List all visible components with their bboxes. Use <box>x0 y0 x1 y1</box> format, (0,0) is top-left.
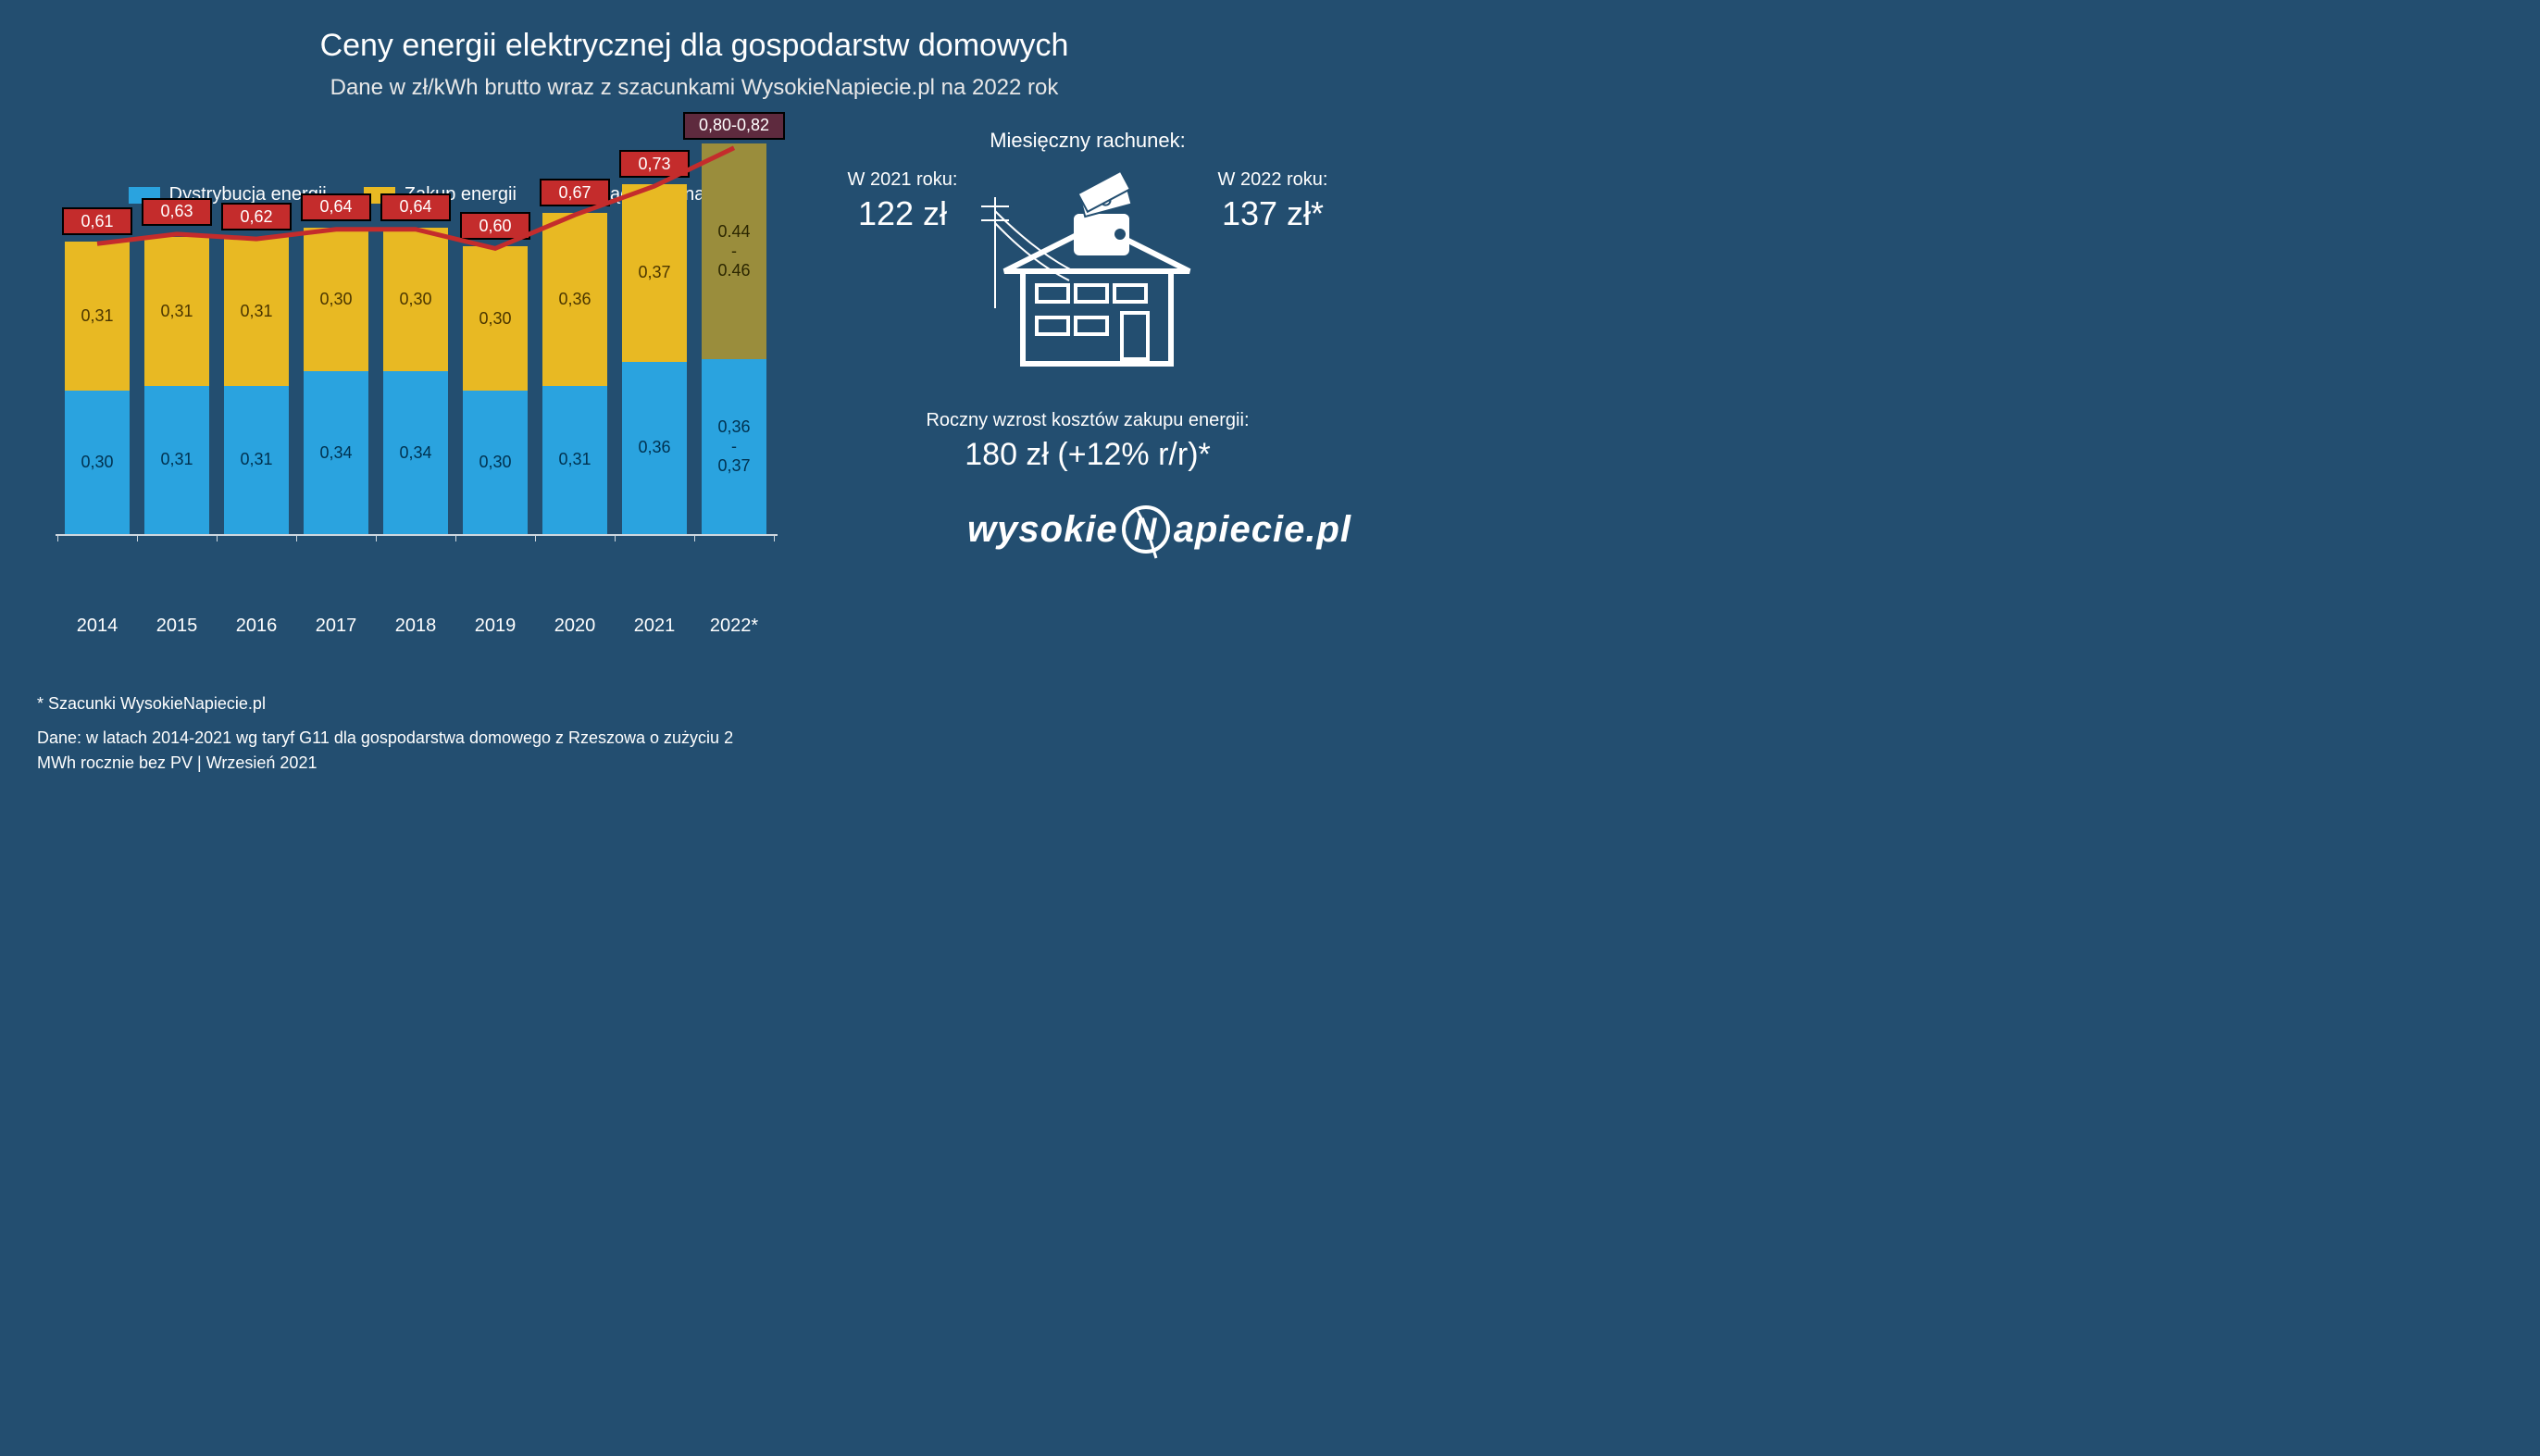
page-subtitle: Dane w zł/kWh brutto wraz z szacunkami W… <box>37 75 1351 101</box>
bar-distribution: 0,36 <box>622 362 687 534</box>
bar-distribution: 0,31 <box>144 386 209 534</box>
x-axis-label: 2015 <box>137 616 217 637</box>
house-icon <box>981 169 1194 382</box>
bar-distribution: 0,34 <box>383 371 448 534</box>
total-price-tag: 0,61 <box>62 207 132 235</box>
bar-purchase: 0.44 - 0.46 <box>702 143 766 359</box>
total-price-tag: 0,67 <box>540 179 610 206</box>
total-price-tag: 0,80-0,82 <box>683 112 785 140</box>
bar-purchase: 0,31 <box>144 237 209 385</box>
monthly-bill-title: Miesięczny rachunek: <box>824 129 1351 153</box>
x-axis-label: 2022* <box>694 616 774 637</box>
bar-purchase: 0,37 <box>622 184 687 362</box>
x-axis-label: 2020 <box>535 616 615 637</box>
bill-2022-label: W 2022 roku: <box>1194 169 1351 191</box>
bar-distribution: 0,30 <box>65 391 130 534</box>
logo-bolt-icon: N <box>1122 505 1170 554</box>
bar-distribution: 0,31 <box>224 386 289 534</box>
bar-distribution: 0,31 <box>542 386 607 534</box>
bar-distribution: 0,34 <box>304 371 368 534</box>
bar-purchase: 0,30 <box>463 246 528 390</box>
bar-2022*: 0,36 - 0,370.44 - 0.46 <box>702 143 766 534</box>
bill-2021: W 2021 roku: 122 zł <box>824 169 981 233</box>
x-axis-label: 2017 <box>296 616 376 637</box>
x-axis-label: 2018 <box>376 616 455 637</box>
total-price-tag: 0,60 <box>460 212 530 240</box>
bar-distribution: 0,30 <box>463 391 528 534</box>
total-price-tag: 0,62 <box>221 203 292 230</box>
bar-2016: 0,310,31 <box>224 237 289 534</box>
footnote-source: Dane: w latach 2014-2021 wg taryf G11 dl… <box>37 726 741 776</box>
bar-2019: 0,300,30 <box>463 246 528 534</box>
total-price-tag: 0,64 <box>380 193 451 221</box>
bar-2020: 0,310,36 <box>542 213 607 534</box>
footnote-estimate: * Szacunki WysokieNapiecie.pl <box>37 691 741 716</box>
total-price-tag: 0,63 <box>142 198 212 226</box>
bar-2017: 0,340,30 <box>304 228 368 534</box>
site-logo: wysokie N apiecie.pl <box>824 505 1351 554</box>
annual-growth-value: 180 zł (+12% r/r)* <box>824 437 1351 473</box>
bar-distribution: 0,36 - 0,37 <box>702 359 766 534</box>
logo-text-left: wysokie <box>967 509 1118 551</box>
x-axis-label: 2014 <box>57 616 137 637</box>
bar-2015: 0,310,31 <box>144 237 209 534</box>
bar-purchase: 0,30 <box>304 228 368 371</box>
bar-purchase: 0,31 <box>224 237 289 385</box>
bar-purchase: 0,31 <box>65 242 130 390</box>
annual-growth-label: Roczny wzrost kosztów zakupu energii: <box>824 410 1351 431</box>
bill-2021-label: W 2021 roku: <box>824 169 981 191</box>
price-chart: 0,300,310,610,310,310,630,310,310,620,34… <box>37 129 796 610</box>
bar-2014: 0,300,31 <box>65 242 130 534</box>
x-axis-label: 2019 <box>455 616 535 637</box>
total-price-tag: 0,73 <box>619 150 690 178</box>
page-title: Ceny energii elektrycznej dla gospodarst… <box>37 28 1351 64</box>
bar-2021: 0,360,37 <box>622 184 687 534</box>
x-axis-label: 2021 <box>615 616 694 637</box>
total-price-tag: 0,64 <box>301 193 371 221</box>
bill-2022-value: 137 zł* <box>1194 194 1351 233</box>
summary-panel: Miesięczny rachunek: W 2021 roku: 122 zł <box>824 129 1351 610</box>
footnotes: * Szacunki WysokieNapiecie.pl Dane: w la… <box>37 691 741 776</box>
logo-text-right: apiecie.pl <box>1174 509 1351 551</box>
bill-2022: W 2022 roku: 137 zł* <box>1194 169 1351 233</box>
annual-growth: Roczny wzrost kosztów zakupu energii: 18… <box>824 410 1351 473</box>
bill-2021-value: 122 zł <box>824 194 981 233</box>
x-axis-label: 2016 <box>217 616 296 637</box>
bar-2018: 0,340,30 <box>383 228 448 534</box>
bar-purchase: 0,30 <box>383 228 448 371</box>
bar-purchase: 0,36 <box>542 213 607 385</box>
